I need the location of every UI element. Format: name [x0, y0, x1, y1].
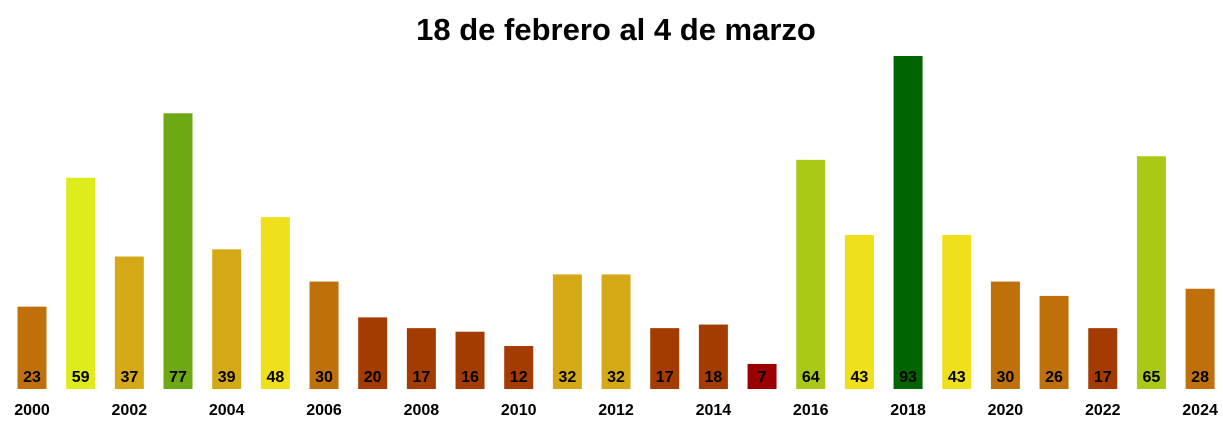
value-label: 18 [704, 369, 722, 386]
x-tick-label: 2024 [1182, 402, 1218, 419]
bar [1088, 328, 1118, 389]
bar [1185, 288, 1215, 389]
x-tick-label: 2002 [112, 402, 148, 419]
x-tick-label: 2018 [890, 402, 926, 419]
bar [309, 281, 339, 389]
value-label: 28 [1191, 369, 1209, 386]
bar [17, 306, 47, 389]
value-label: 7 [758, 369, 767, 386]
x-tick-label: 2000 [14, 402, 50, 419]
value-label: 16 [461, 369, 479, 386]
value-label: 17 [656, 369, 674, 386]
bar [552, 274, 582, 389]
x-tick-label: 2014 [696, 402, 732, 419]
bar [698, 324, 728, 389]
bar [844, 235, 874, 389]
x-tick-label: 2006 [306, 402, 342, 419]
x-tick-label: 2016 [793, 402, 829, 419]
bar [358, 317, 388, 389]
bar [893, 56, 923, 389]
chart-title: 18 de febrero al 4 de marzo [416, 12, 816, 47]
value-label: 48 [266, 369, 284, 386]
bar [455, 331, 485, 389]
value-label: 39 [218, 369, 236, 386]
value-label: 32 [607, 369, 625, 386]
bar [163, 113, 193, 390]
x-tick-label: 2010 [501, 402, 537, 419]
value-label: 17 [1094, 369, 1112, 386]
value-label: 65 [1143, 369, 1161, 386]
bar [260, 217, 290, 389]
bar [212, 249, 242, 389]
value-label: 64 [802, 369, 820, 386]
value-label: 23 [23, 369, 41, 386]
value-label: 43 [948, 369, 966, 386]
value-label: 30 [997, 369, 1015, 386]
value-label: 37 [120, 369, 138, 386]
x-tick-label: 2012 [598, 402, 634, 419]
x-tick-label: 2004 [209, 402, 245, 419]
value-label: 30 [315, 369, 333, 386]
bar [942, 235, 972, 389]
bar [796, 159, 826, 389]
bar [504, 346, 534, 389]
value-label: 32 [558, 369, 576, 386]
bar [114, 256, 144, 389]
bar [601, 274, 631, 389]
x-tick-label: 2008 [404, 402, 440, 419]
value-label: 17 [412, 369, 430, 386]
bar [66, 177, 96, 389]
bar [650, 328, 680, 389]
bar [406, 328, 436, 389]
x-tick-label: 2022 [1085, 402, 1121, 419]
value-label: 59 [72, 369, 90, 386]
bar [1039, 295, 1069, 389]
value-label: 43 [850, 369, 868, 386]
value-label: 77 [169, 369, 187, 386]
x-tick-label: 2020 [988, 402, 1024, 419]
value-label: 93 [899, 369, 917, 386]
value-label: 12 [510, 369, 528, 386]
bar [747, 363, 777, 389]
bar [990, 281, 1020, 389]
bar [1136, 156, 1166, 389]
value-label: 26 [1045, 369, 1063, 386]
value-label: 20 [364, 369, 382, 386]
